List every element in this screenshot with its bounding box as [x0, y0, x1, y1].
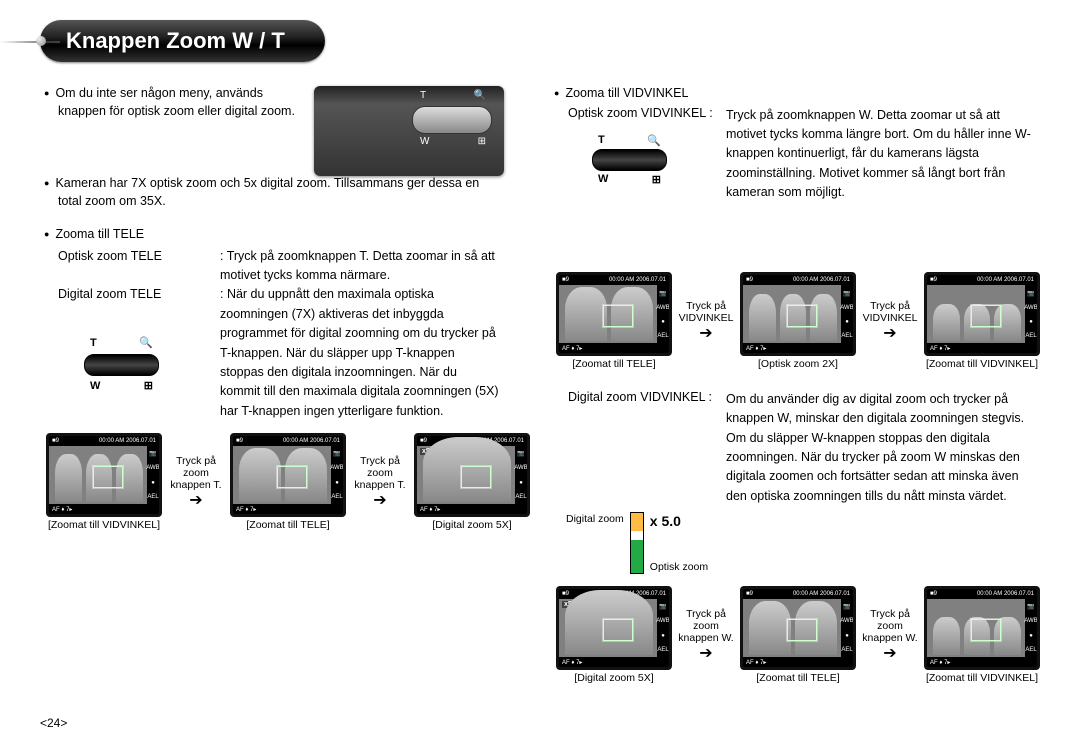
page-number: <24>: [40, 716, 67, 730]
left-para-1: Om du inte ser någon meny, används knapp…: [58, 84, 308, 120]
zoom-indicator: Digital zoom x 5.0 Optisk zoom: [566, 512, 1040, 574]
tele-digital-key: Digital zoom TELE T🔍 W⊞: [58, 285, 214, 421]
rocker-body-icon: [84, 354, 159, 376]
left-column: T🔍 W⊞ Om du inte ser någon meny, används…: [40, 84, 500, 684]
zoom-indicator-bar: [630, 512, 644, 574]
left-lcd-row: ■900:00 AM 2006.07.01 📷AWB●AEL AF ♦ 7▸ […: [46, 433, 500, 531]
right-lcd-row-1: ■900:00 AM 2006.07.01 📷AWB●AEL AF ♦ 7▸ […: [556, 272, 1040, 370]
lcd-caption: [Digital zoom 5X]: [556, 672, 672, 684]
tele-optical-row: Optisk zoom TELE : Tryck på zoomknappen …: [58, 247, 500, 286]
lcd-caption: [Zoomat till TELE]: [556, 358, 672, 370]
lcd-screen: ■900:00 AM 2006.07.01 📷AWB●AEL AF ♦ 7▸: [740, 272, 856, 356]
arrow-label: Tryck påzoomknappen W. ➔: [856, 608, 924, 662]
wide-digital-val: Om du använder dig av digital zoom och t…: [726, 390, 1040, 506]
arrow-label-2: Tryck påzoomknappen T. ➔: [346, 455, 414, 509]
tele-optical-val: : Tryck på zoomknappen T. Detta zoomar i…: [220, 247, 500, 286]
zoom-rocker-right-1: T🔍 W⊞: [592, 134, 667, 186]
arrow-right-icon: ➔: [189, 493, 202, 509]
lcd-block-1: ■900:00 AM 2006.07.01 📷AWB●AEL AF ♦ 7▸ […: [46, 433, 162, 531]
arrow-right-icon: ➔: [373, 493, 386, 509]
title-line: [0, 41, 60, 43]
arrow-label: Tryck påVIDVINKEL ➔: [672, 300, 740, 342]
wide-digital-text: Digital zoom VIDVINKEL : Om du använder …: [568, 388, 1040, 506]
rocker-top-labels: T🔍: [84, 335, 159, 354]
wide-optical-key: Optisk zoom VIDVINKEL :: [568, 106, 713, 120]
two-column-layout: T🔍 W⊞ Om du inte ser någon meny, används…: [40, 84, 1040, 684]
lcd-screen: ■900:00 AM 2006.07.01 📷AWB●AEL AF ♦ 7▸: [230, 433, 346, 517]
right-lcd-row-2: ■900:00 AM 2006.07.01 x5.0 📷AWB●AEL AF ♦…: [556, 586, 1040, 684]
arrow-right-icon: ➔: [883, 326, 896, 342]
lcd-screen: ■900:00 AM 2006.07.01 📷AWB●AEL AF ♦ 7▸: [556, 272, 672, 356]
arrow-label-1: Tryck påzoomknappen T. ➔: [162, 455, 230, 509]
lcd-caption: [Zoomat till TELE]: [230, 519, 346, 531]
lcd-block: ■900:00 AM 2006.07.01 📷AWB●AEL AF ♦ 7▸ […: [556, 272, 672, 370]
arrow-label: Tryck påzoomknappen W. ➔: [672, 608, 740, 662]
arrow-right-icon: ➔: [699, 646, 712, 662]
lcd-screen: ■900:00 AM 2006.07.01 x5.0 📷AWB●AEL AF ♦…: [414, 433, 530, 517]
indicator-value: x 5.0: [650, 513, 708, 529]
tele-heading: Zooma till TELE: [58, 225, 500, 243]
pill-dot-icon: [36, 36, 46, 46]
camera-top-illustration: T🔍 W⊞: [314, 86, 504, 176]
rocker-bot-labels: W⊞: [84, 376, 159, 395]
lcd-screen: ■900:00 AM 2006.07.01 📷AWB●AEL AF ♦ 7▸: [924, 586, 1040, 670]
lcd-screen: ■900:00 AM 2006.07.01 📷AWB●AEL AF ♦ 7▸: [740, 586, 856, 670]
indicator-optisk-label: Optisk zoom: [650, 561, 708, 573]
cam-rocker-icon: [412, 106, 492, 134]
lcd-caption: [Zoomat till VIDVINKEL]: [46, 519, 162, 531]
arrow-right-icon: ➔: [699, 326, 712, 342]
lcd-block: ■900:00 AM 2006.07.01 x5.0 📷AWB●AEL AF ♦…: [556, 586, 672, 684]
lcd-screen: ■900:00 AM 2006.07.01 📷AWB●AEL AF ♦ 7▸: [924, 272, 1040, 356]
wide-optical-block: Optisk zoom VIDVINKEL : Tryck på zoomkna…: [550, 104, 1040, 202]
page-title-bar: Knappen Zoom W / T: [40, 20, 1040, 62]
lcd-caption: [Digital zoom 5X]: [414, 519, 530, 531]
wide-optical-val: Tryck på zoomknappen W. Detta zoomar ut …: [726, 106, 1040, 203]
lcd-caption: [Zoomat till VIDVINKEL]: [924, 358, 1040, 370]
indicator-digital-label: Digital zoom: [566, 513, 624, 525]
lcd-block-3: ■900:00 AM 2006.07.01 x5.0 📷AWB●AEL AF ♦…: [414, 433, 530, 531]
lcd-screen: ■900:00 AM 2006.07.01 x5.0 📷AWB●AEL AF ♦…: [556, 586, 672, 670]
lcd-caption: [Zoomat till TELE]: [740, 672, 856, 684]
cam-labels-bot: W⊞: [420, 136, 486, 147]
arrow-label: Tryck påVIDVINKEL ➔: [856, 300, 924, 342]
page-title: Knappen Zoom W / T: [66, 28, 285, 54]
tele-digital-row: Digital zoom TELE T🔍 W⊞ : När du uppnått…: [58, 285, 500, 421]
left-para-2: Kameran har 7X optisk zoom och 5x digita…: [58, 174, 500, 210]
right-column: Zooma till VIDVINKEL Optisk zoom VIDVINK…: [550, 84, 1040, 684]
lcd-block-2: ■900:00 AM 2006.07.01 📷AWB●AEL AF ♦ 7▸ […: [230, 433, 346, 531]
lcd-block: ■900:00 AM 2006.07.01 📷AWB●AEL AF ♦ 7▸ […: [924, 586, 1040, 684]
lcd-caption: [Zoomat till VIDVINKEL]: [924, 672, 1040, 684]
tele-digital-val: : När du uppnått den maximala optiska zo…: [220, 285, 500, 421]
lcd-block: ■900:00 AM 2006.07.01 📷AWB●AEL AF ♦ 7▸ […: [740, 586, 856, 684]
wide-heading: Zooma till VIDVINKEL: [568, 84, 1040, 102]
rocker-body-icon: [592, 149, 667, 171]
zoom-rocker-left: T🔍 W⊞: [84, 335, 159, 395]
manual-page: Knappen Zoom W / T T🔍 W⊞ Om du inte ser …: [40, 20, 1040, 726]
lcd-screen: ■900:00 AM 2006.07.01 📷AWB●AEL AF ♦ 7▸: [46, 433, 162, 517]
lcd-caption: [Optisk zoom 2X]: [740, 358, 856, 370]
tele-digital-key-text: Digital zoom TELE: [58, 287, 161, 301]
page-title-pill: Knappen Zoom W / T: [40, 20, 325, 62]
tele-optical-key: Optisk zoom TELE: [58, 247, 214, 286]
cam-labels-top: T🔍: [420, 90, 486, 101]
wide-digital-key: Digital zoom VIDVINKEL :: [568, 390, 712, 404]
lcd-block: ■900:00 AM 2006.07.01 📷AWB●AEL AF ♦ 7▸ […: [740, 272, 856, 370]
arrow-right-icon: ➔: [883, 646, 896, 662]
lcd-block: ■900:00 AM 2006.07.01 📷AWB●AEL AF ♦ 7▸ […: [924, 272, 1040, 370]
